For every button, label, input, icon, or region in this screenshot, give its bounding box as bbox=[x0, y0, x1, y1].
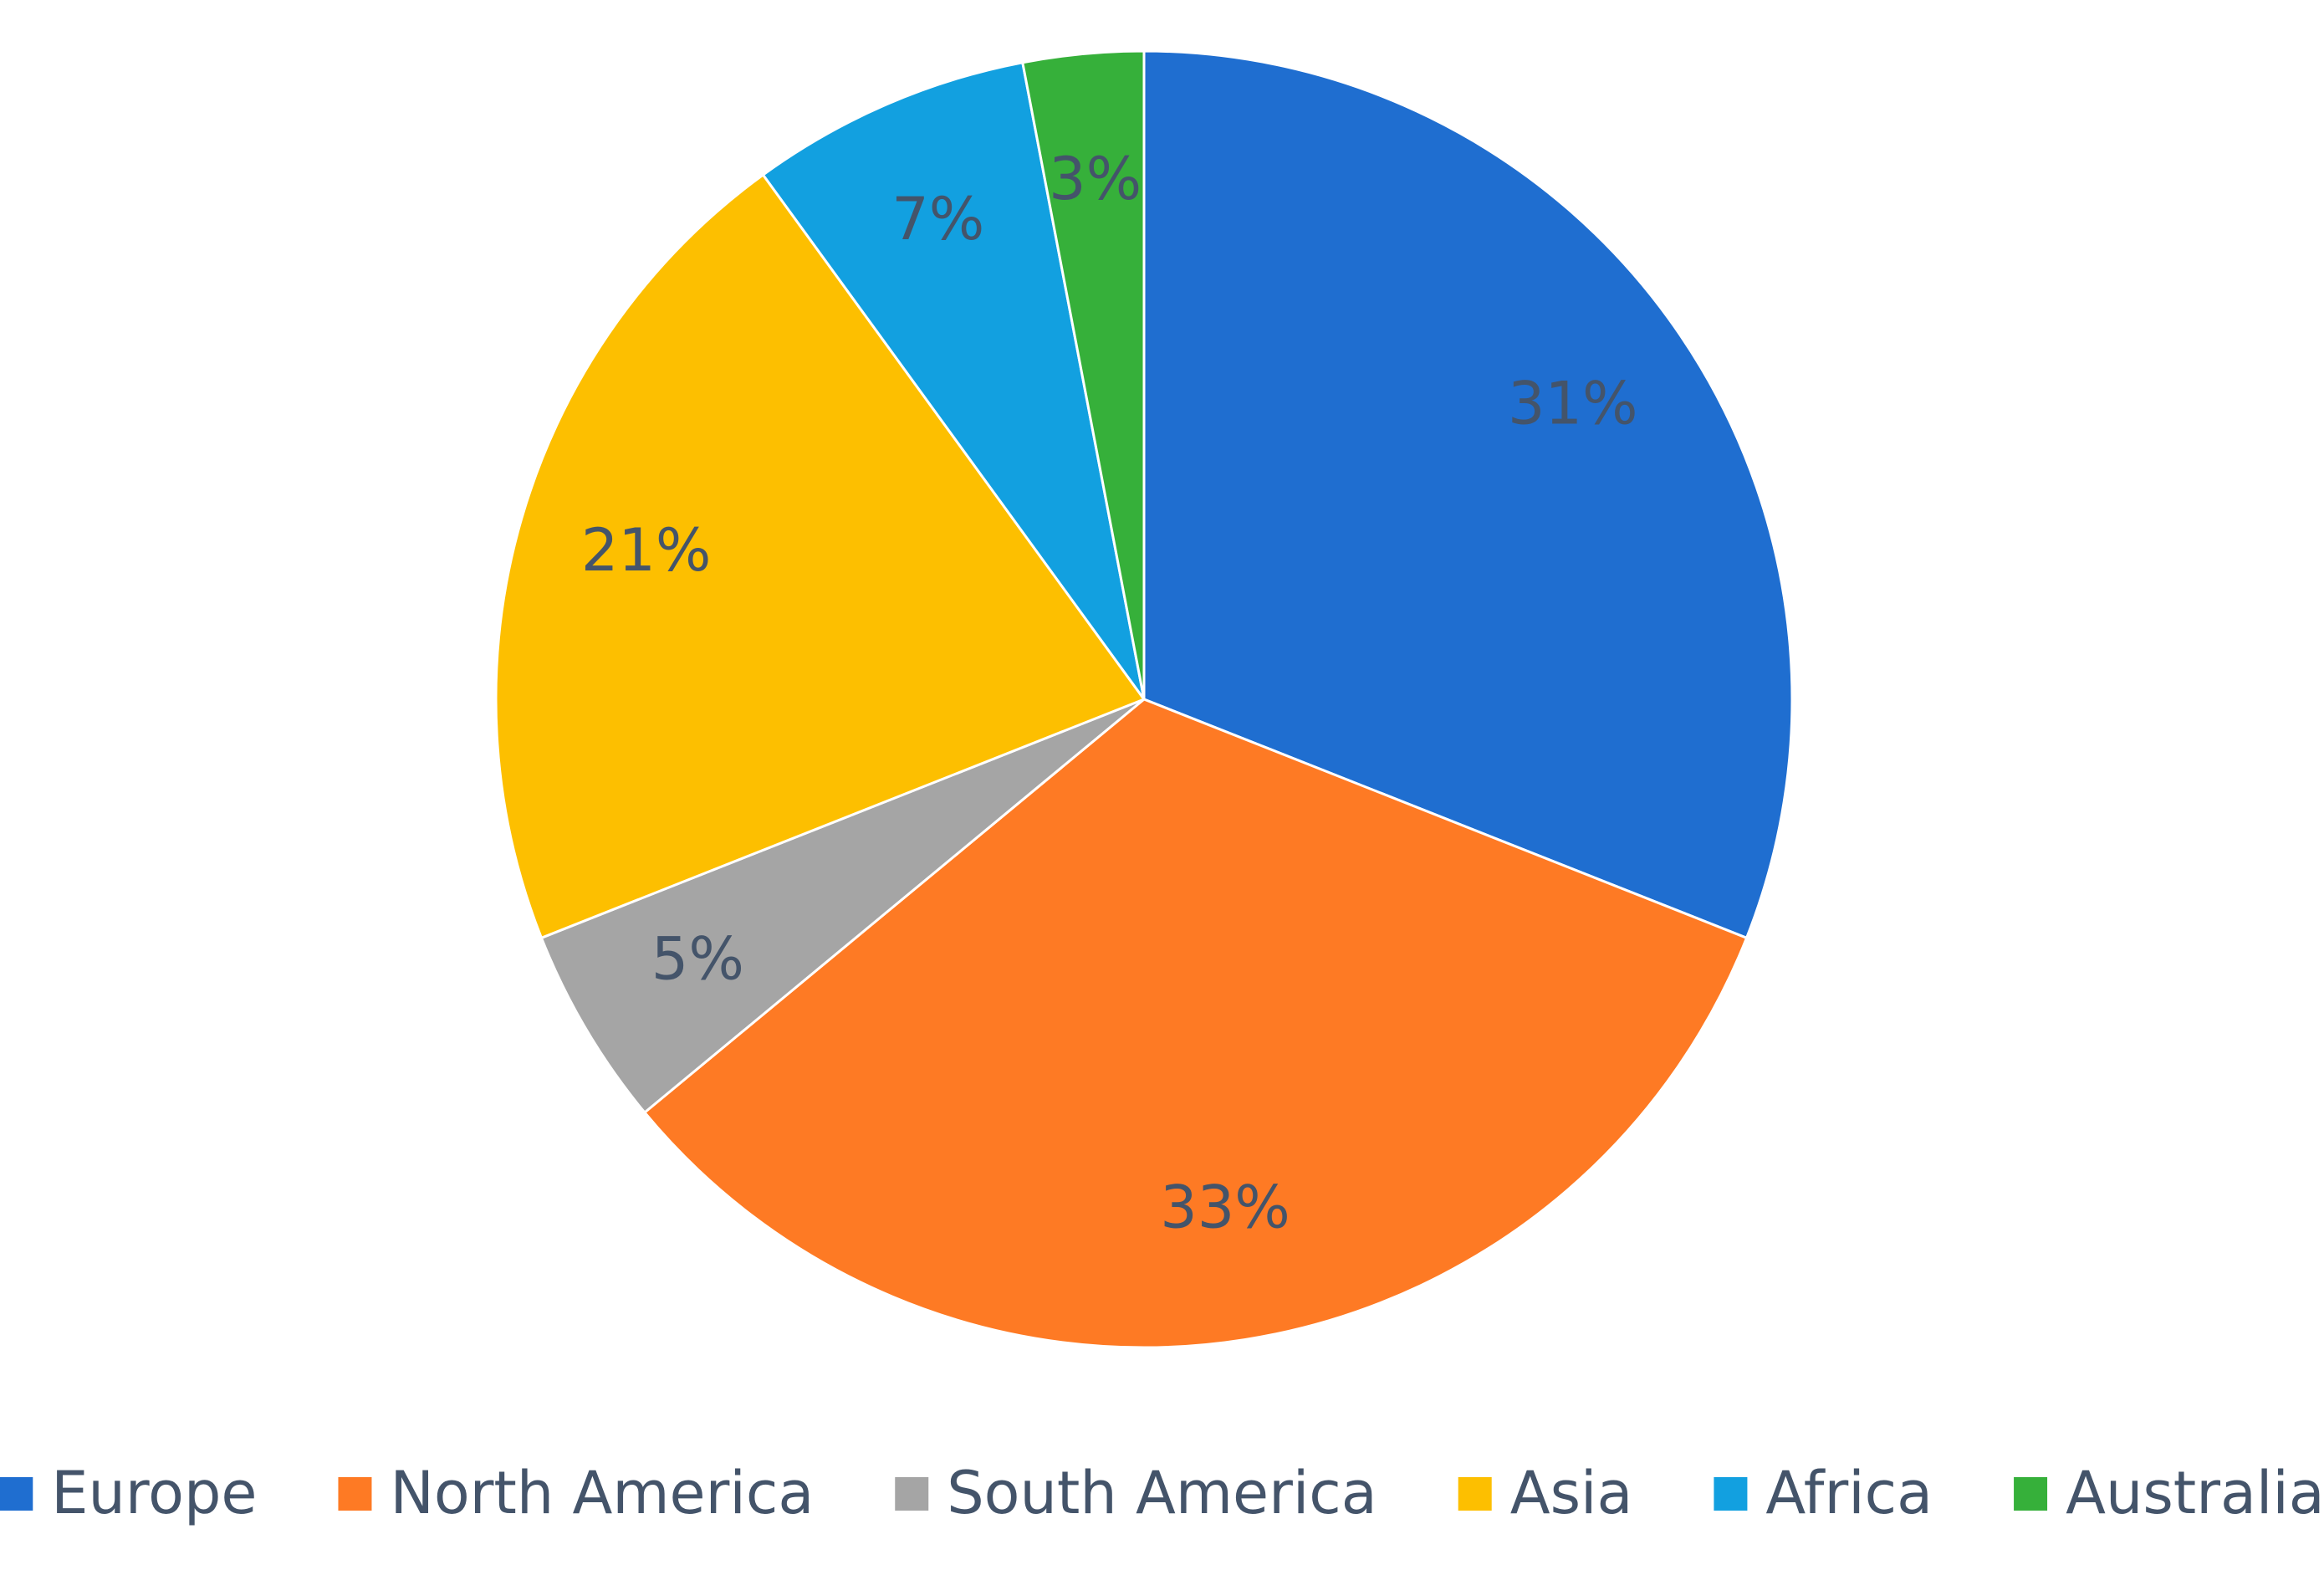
data-label: 3% bbox=[1049, 145, 1142, 213]
pie-slice bbox=[642, 698, 1749, 1349]
legend-swatch bbox=[2014, 1477, 2048, 1511]
data-label: 21% bbox=[581, 516, 712, 585]
data-label: 33% bbox=[1160, 1173, 1290, 1241]
legend-swatch bbox=[1458, 1477, 1492, 1511]
pie-slice bbox=[494, 172, 1147, 940]
pie-slice bbox=[539, 698, 1145, 1115]
pie-slice bbox=[1142, 49, 1794, 940]
legend-swatch bbox=[338, 1477, 372, 1511]
legend-label: Europe bbox=[51, 1459, 257, 1527]
data-label: 7% bbox=[891, 185, 984, 253]
pie-slice bbox=[1021, 49, 1146, 700]
data-label: 5% bbox=[651, 925, 744, 994]
legend-label: South America bbox=[947, 1459, 1377, 1527]
legend-label: Australia bbox=[2066, 1459, 2324, 1527]
legend-swatch bbox=[0, 1477, 33, 1511]
legend-label: North America bbox=[390, 1459, 814, 1527]
pie-slice bbox=[761, 60, 1146, 700]
legend-label: Asia bbox=[1510, 1459, 1633, 1527]
data-label: 31% bbox=[1508, 370, 1638, 438]
legend-label: Africa bbox=[1765, 1459, 1933, 1527]
legend-swatch bbox=[895, 1477, 929, 1511]
legend-swatch bbox=[1714, 1477, 1748, 1511]
